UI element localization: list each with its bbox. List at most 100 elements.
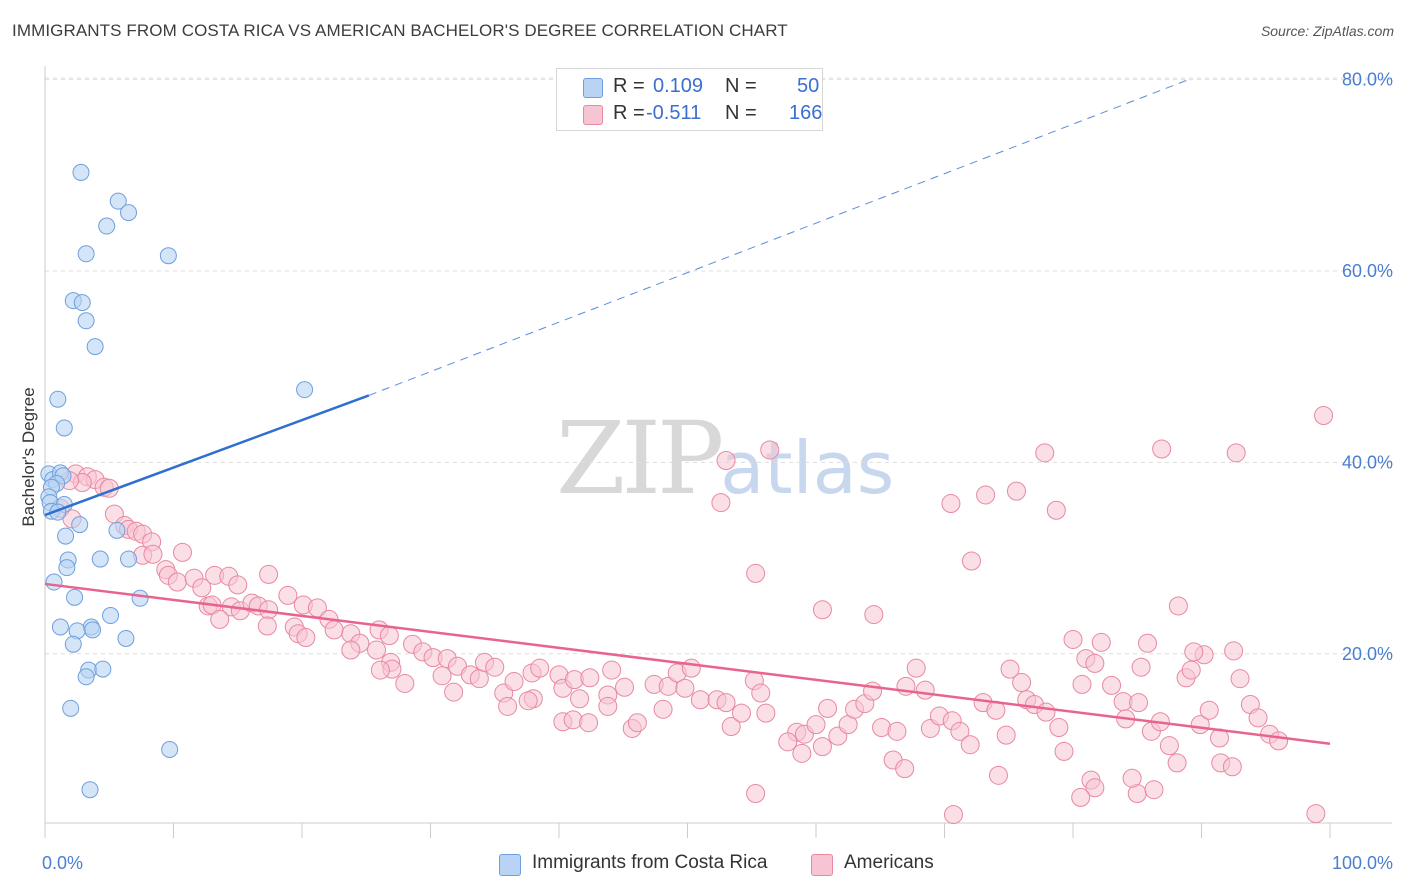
americans-point: [598, 696, 618, 716]
americans-point: [1035, 443, 1055, 463]
y-tick-label: 20.0%: [1342, 644, 1393, 664]
costa-rica-point: [51, 618, 69, 636]
americans-point: [627, 713, 647, 733]
costa-rica-point: [296, 381, 314, 399]
americans-point: [895, 759, 915, 779]
costa-rica-point: [108, 521, 126, 539]
americans-point: [746, 784, 766, 804]
americans-point: [1036, 702, 1056, 722]
americans-point: [167, 572, 187, 592]
legend-n-label: N =: [725, 75, 757, 97]
bottom-legend-swatch-blue: [499, 854, 521, 876]
legend-r-label: R =: [613, 75, 645, 97]
americans-point: [1226, 443, 1246, 463]
costa-rica-point: [55, 419, 73, 437]
americans-point: [1000, 659, 1020, 679]
legend-r-value: -0.511: [646, 102, 702, 124]
americans-point: [1049, 717, 1069, 737]
costa-rica-point: [117, 629, 135, 647]
americans-point: [210, 609, 230, 629]
legend-r-label: R =: [613, 102, 645, 124]
americans-point: [887, 721, 907, 741]
americans-point: [444, 682, 464, 702]
costa-rica-point: [120, 204, 138, 222]
x-tick-label: 0.0%: [42, 853, 83, 873]
costa-rica-point: [81, 781, 99, 799]
bottom-legend-label: Americans: [844, 852, 934, 873]
americans-point: [1071, 787, 1091, 807]
americans-point: [1102, 675, 1122, 695]
americans-point: [530, 658, 550, 678]
legend-n-value: 50: [797, 75, 820, 97]
americans-point: [504, 672, 524, 692]
americans-trend-line: [44, 582, 1331, 745]
americans-point: [976, 485, 996, 505]
americans-point: [1091, 632, 1111, 652]
y-tick-label: 40.0%: [1342, 452, 1393, 472]
americans-point: [143, 544, 163, 564]
chart-title: IMMIGRANTS FROM COSTA RICA VS AMERICAN B…: [12, 21, 788, 40]
watermark-zip: ZIP: [556, 400, 724, 517]
costa-rica-point: [84, 621, 102, 639]
americans-point: [681, 658, 701, 678]
americans-point: [778, 732, 798, 752]
americans-point: [1306, 804, 1326, 824]
legend-box: R = 0.109 N = 50 R = -0.511 N = 166: [556, 68, 823, 131]
americans-point: [1222, 757, 1242, 777]
americans-point: [192, 578, 212, 598]
costa-rica-point: [98, 217, 116, 235]
costa-rica-trend-extension: [368, 79, 1189, 396]
costa-rica-point: [49, 390, 67, 408]
costa-rica-point: [161, 741, 179, 758]
chart-source: Source: ZipAtlas.com: [1260, 23, 1394, 39]
costa-rica-point: [72, 163, 90, 181]
americans-point: [1159, 736, 1179, 756]
americans-point: [751, 683, 771, 703]
costa-rica-point: [91, 550, 109, 568]
americans-point: [996, 725, 1016, 745]
costa-rica-point: [102, 607, 120, 625]
americans-point: [1144, 780, 1164, 800]
americans-point: [716, 693, 736, 713]
costa-rica-point: [77, 245, 95, 263]
americans-point: [1054, 741, 1074, 761]
americans-point: [653, 699, 673, 719]
americans-point: [602, 660, 622, 680]
americans-point: [341, 640, 361, 660]
y-tick-label: 60.0%: [1342, 261, 1393, 281]
americans-point: [1167, 753, 1187, 773]
americans-point: [716, 450, 736, 470]
x-tick-label: 100.0%: [1332, 853, 1393, 873]
americans-point: [1072, 674, 1092, 694]
americans-point: [432, 666, 452, 686]
americans-point: [690, 690, 710, 710]
costa-rica-point: [58, 559, 76, 577]
americans-point: [746, 563, 766, 583]
watermark: ZIPatlas: [556, 400, 894, 517]
americans-point: [711, 493, 731, 513]
americans-point: [806, 715, 826, 735]
americans-point: [1138, 633, 1158, 653]
costa-rica-point: [94, 660, 112, 678]
americans-point: [1314, 406, 1334, 426]
americans-point: [580, 668, 600, 688]
americans-point: [615, 677, 635, 697]
americans-point: [1181, 660, 1201, 680]
americans-point: [1012, 673, 1032, 693]
americans-point: [257, 616, 277, 636]
americans-point: [228, 575, 248, 595]
costa-rica-point: [77, 312, 95, 330]
legend-r-value: 0.109: [653, 75, 704, 97]
costa-rica-point: [86, 338, 104, 356]
americans-point: [172, 542, 192, 562]
costa-rica-point: [159, 247, 177, 265]
americans-point: [988, 765, 1008, 785]
americans-point: [469, 669, 489, 689]
watermark-atlas: atlas: [720, 426, 895, 510]
y-tick-label: 80.0%: [1342, 70, 1393, 90]
americans-point: [1184, 642, 1204, 662]
bottom-legend-swatch-pink: [811, 854, 833, 876]
americans-point: [906, 658, 926, 678]
bottom-legend-label: Immigrants from Costa Rica: [532, 852, 768, 873]
legend-n-label: N =: [725, 102, 757, 124]
